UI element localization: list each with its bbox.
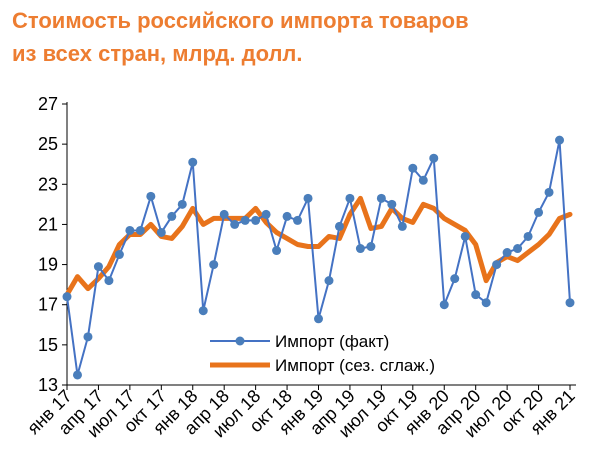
actual-point <box>72 370 82 380</box>
actual-point <box>324 276 334 286</box>
legend: Импорт (факт) Импорт (сез. сглаж.) <box>205 326 490 378</box>
actual-point <box>355 244 365 254</box>
y-tick-label: 23 <box>38 174 58 194</box>
actual-point <box>198 306 208 316</box>
actual-point <box>555 135 565 145</box>
smoothed-line <box>64 195 573 298</box>
actual-point <box>240 215 250 225</box>
actual-point <box>209 260 219 270</box>
actual-point <box>272 246 282 256</box>
actual-point <box>146 191 156 201</box>
actual-point <box>523 231 533 241</box>
actual-point <box>261 209 271 219</box>
actual-point <box>471 290 481 300</box>
chart-title: Стоимость российского импорта товаров из… <box>12 4 602 70</box>
actual-point <box>62 292 72 302</box>
actual-point <box>125 225 135 235</box>
actual-point <box>345 193 355 203</box>
actual-point <box>314 314 323 324</box>
actual-point <box>387 199 397 209</box>
actual-point <box>230 219 240 229</box>
actual-point <box>167 211 177 221</box>
y-tick-label: 19 <box>38 255 58 275</box>
actual-point <box>502 248 512 258</box>
actual-point <box>104 276 114 286</box>
actual-point <box>481 298 491 308</box>
y-tick-label: 17 <box>38 295 58 315</box>
actual-point <box>418 175 428 185</box>
actual-point <box>492 260 502 270</box>
actual-point <box>439 300 449 310</box>
actual-point <box>282 211 292 221</box>
actual-point <box>429 153 439 163</box>
actual-point <box>544 187 554 197</box>
actual-point <box>303 193 313 203</box>
actual-point <box>513 244 523 254</box>
actual-point <box>450 274 460 284</box>
y-tick-label: 25 <box>38 134 58 154</box>
actual-point <box>188 157 198 167</box>
chart-title-line1: Стоимость российского импорта товаров <box>12 8 469 33</box>
legend-label-smoothed: Импорт (сез. сглаж.) <box>275 356 435 375</box>
actual-point <box>156 227 166 237</box>
actual-point <box>219 209 229 219</box>
y-tick-label: 27 <box>38 94 58 114</box>
actual-point <box>376 193 386 203</box>
y-tick-label: 15 <box>38 335 58 355</box>
actual-point <box>460 231 470 241</box>
actual-point <box>366 242 376 252</box>
actual-point <box>83 332 93 342</box>
actual-point <box>397 221 407 231</box>
actual-point <box>135 225 145 235</box>
actual-point <box>93 262 103 272</box>
actual-point <box>334 221 344 231</box>
actual-point <box>251 215 261 225</box>
actual-point <box>565 298 575 308</box>
actual-point <box>177 199 187 209</box>
actual-point <box>114 250 124 260</box>
smoothed-series <box>64 195 573 298</box>
actual-point <box>293 215 303 225</box>
y-tick-label: 13 <box>38 375 58 395</box>
chart-title-line2: из всех стран, млрд. долл. <box>12 41 303 66</box>
legend-box <box>205 326 490 378</box>
actual-point <box>408 163 418 173</box>
legend-marker-actual <box>235 336 245 346</box>
legend-label-actual: Импорт (факт) <box>275 332 389 351</box>
actual-series <box>62 135 575 380</box>
actual-point <box>534 207 544 217</box>
y-tick-label: 21 <box>38 214 58 234</box>
